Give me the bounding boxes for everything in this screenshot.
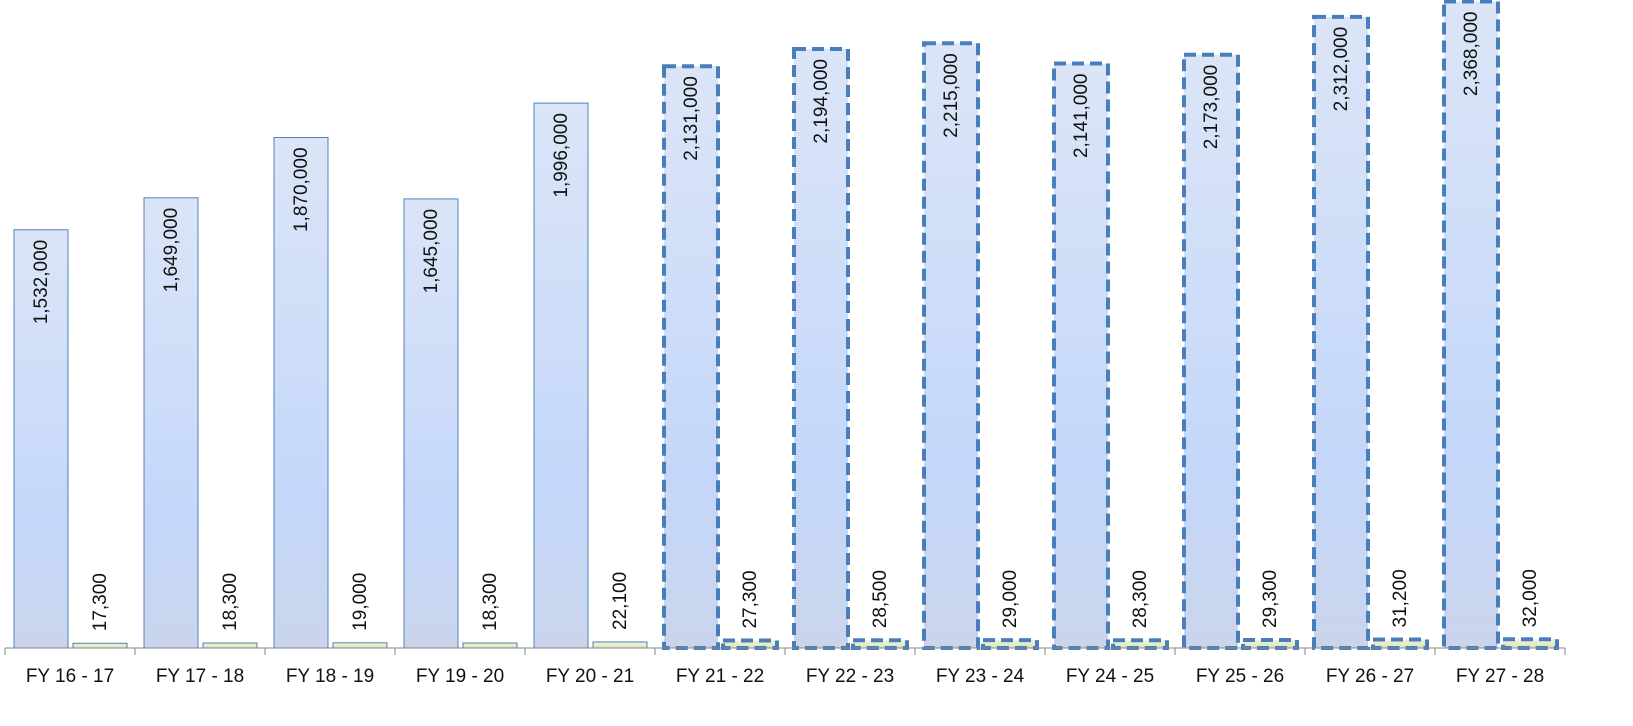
bar-secondary bbox=[1371, 637, 1429, 651]
bar-secondary bbox=[1241, 638, 1299, 650]
x-tick-label: FY 17 - 18 bbox=[156, 666, 244, 687]
data-label-primary: 1,870,000 bbox=[291, 147, 312, 232]
bar-secondary bbox=[1501, 637, 1559, 650]
bar-primary bbox=[273, 136, 329, 649]
data-labels: 1,532,000 17,300 1,649,000 18,300 1,870,000 1… bbox=[31, 12, 1541, 632]
bar-secondary bbox=[332, 642, 388, 649]
x-tick-label: FY 26 - 27 bbox=[1326, 666, 1414, 687]
x-tick-label: FY 16 - 17 bbox=[26, 666, 114, 687]
data-label-secondary: 18,300 bbox=[480, 573, 501, 631]
bar-secondary bbox=[72, 642, 128, 649]
bar-primary bbox=[1182, 52, 1240, 651]
bar-secondary bbox=[592, 641, 648, 649]
x-tick-label: FY 27 - 28 bbox=[1456, 666, 1544, 687]
data-label-primary: 2,215,000 bbox=[941, 53, 962, 138]
x-axis: FY 16 - 17 FY 17 - 18 FY 18 - 19 FY 19 - 20… bbox=[4, 647, 1566, 687]
bar-secondary bbox=[462, 642, 518, 649]
bar-secondary bbox=[981, 638, 1039, 651]
data-label-primary: 1,532,000 bbox=[31, 240, 52, 325]
data-label-secondary: 28,300 bbox=[1130, 570, 1151, 628]
data-label-primary: 2,173,000 bbox=[1201, 65, 1222, 150]
bar-secondary bbox=[1111, 638, 1169, 651]
bar-primary bbox=[1052, 61, 1110, 650]
bar-primary bbox=[792, 47, 850, 650]
bar-primary bbox=[533, 102, 589, 649]
x-tick-label: FY 20 - 21 bbox=[546, 666, 634, 687]
data-label-secondary: 31,200 bbox=[1390, 569, 1411, 627]
data-label-secondary: 27,300 bbox=[740, 570, 761, 628]
x-tick-label: FY 22 - 23 bbox=[806, 666, 894, 687]
bar-primary bbox=[1312, 14, 1370, 651]
bar-primary bbox=[922, 41, 980, 651]
data-label-primary: 2,141,000 bbox=[1071, 74, 1092, 159]
data-label-secondary: 28,500 bbox=[870, 570, 891, 628]
bar-primary bbox=[13, 229, 69, 649]
x-tick-label: FY 18 - 19 bbox=[286, 666, 374, 687]
x-tick-label: FY 21 - 22 bbox=[676, 666, 764, 687]
bar-primary bbox=[143, 197, 199, 649]
data-label-secondary: 18,300 bbox=[220, 573, 241, 631]
data-label-secondary: 29,300 bbox=[1260, 570, 1281, 628]
data-label-primary: 1,649,000 bbox=[161, 208, 182, 293]
data-label-primary: 2,131,000 bbox=[681, 76, 702, 161]
bars-layer bbox=[13, 0, 1559, 651]
data-label-secondary: 29,000 bbox=[1000, 570, 1021, 628]
data-label-primary: 2,368,000 bbox=[1461, 12, 1482, 97]
data-label-secondary: 22,100 bbox=[610, 572, 631, 630]
x-tick-label: FY 24 - 25 bbox=[1066, 666, 1154, 687]
x-tick-label: FY 19 - 20 bbox=[416, 666, 504, 687]
x-tick-label: FY 25 - 26 bbox=[1196, 666, 1284, 687]
data-label-secondary: 32,000 bbox=[1520, 569, 1541, 627]
data-label-primary: 1,645,000 bbox=[421, 209, 442, 294]
bar-primary bbox=[1442, 0, 1500, 650]
data-label-primary: 2,194,000 bbox=[811, 59, 832, 144]
bar-secondary bbox=[851, 638, 909, 650]
data-label-primary: 1,996,000 bbox=[551, 113, 572, 198]
bar-secondary bbox=[721, 638, 779, 651]
bar-secondary bbox=[202, 642, 258, 649]
x-tick-label: FY 23 - 24 bbox=[936, 666, 1025, 687]
bar-primary bbox=[403, 198, 459, 649]
data-label-secondary: 19,000 bbox=[350, 573, 371, 631]
bar-primary bbox=[662, 64, 720, 650]
data-label-primary: 2,312,000 bbox=[1331, 27, 1352, 112]
data-label-secondary: 17,300 bbox=[90, 573, 111, 631]
